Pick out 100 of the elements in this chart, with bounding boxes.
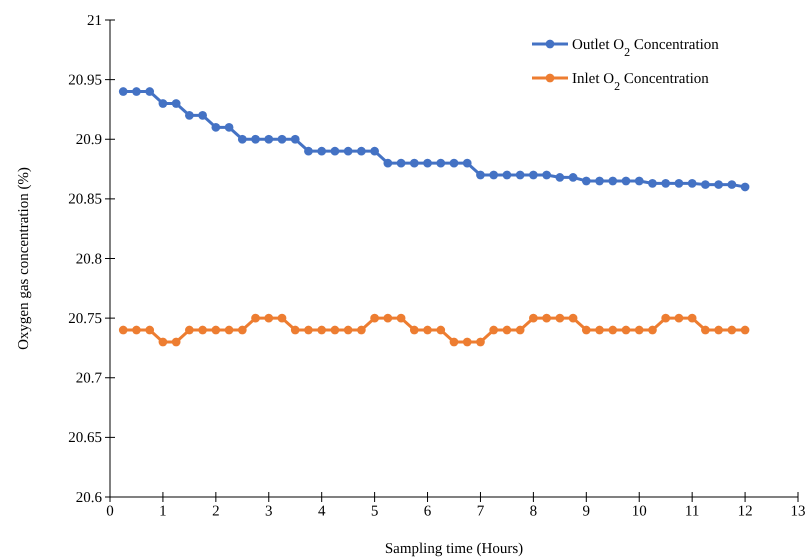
point: [595, 326, 604, 334]
point: [158, 338, 168, 346]
y-tick-label: 20.65: [68, 430, 102, 446]
point: [211, 326, 220, 334]
y-tick-label: 20.75: [68, 310, 102, 327]
point: [489, 326, 498, 334]
point: [608, 326, 618, 334]
point: [661, 179, 670, 188]
point: [622, 326, 630, 334]
point: [542, 170, 551, 180]
point: [674, 314, 684, 322]
point: [304, 146, 313, 156]
y-tick-label: 20.7: [76, 370, 102, 387]
x-tick-label: 9: [582, 504, 590, 520]
y-tick-label: 20.95: [68, 72, 102, 88]
point: [516, 170, 525, 180]
x-tick-label: 8: [530, 504, 538, 520]
point: [317, 326, 326, 334]
point: [344, 146, 353, 156]
point: [648, 326, 657, 334]
point: [529, 170, 538, 180]
point: [476, 338, 485, 346]
point: [555, 314, 564, 322]
x-tick-label: 6: [424, 504, 432, 520]
point: [211, 122, 220, 132]
point: [462, 338, 472, 346]
point: [185, 111, 194, 120]
point: [608, 176, 618, 186]
point: [542, 314, 551, 322]
y-tick-label: 20.8: [76, 251, 102, 268]
point: [462, 158, 472, 168]
point: [489, 170, 498, 180]
point: [396, 314, 406, 322]
point: [740, 326, 750, 334]
point: [278, 134, 286, 144]
point: [727, 180, 736, 189]
point: [688, 179, 697, 188]
x-tick-label: 12: [738, 504, 753, 520]
point: [516, 326, 525, 334]
point: [595, 176, 604, 186]
point: [264, 314, 274, 322]
point: [238, 134, 247, 144]
point: [582, 176, 591, 186]
x-tick-label: 4: [318, 504, 326, 520]
point: [224, 326, 234, 334]
point: [568, 314, 578, 322]
point: [423, 158, 432, 168]
point: [396, 158, 406, 168]
point: [674, 179, 684, 188]
point: [436, 158, 446, 168]
point: [648, 179, 657, 188]
y-axis-title: Oxygen gas concentration (%): [16, 167, 32, 350]
y-tick-label: 20.9: [76, 132, 102, 148]
point: [278, 314, 286, 322]
legend-label: Inlet O$_{2}$ Concentration: [572, 71, 710, 93]
x-tick-label: 10: [632, 504, 647, 520]
point: [423, 326, 432, 334]
point: [383, 314, 392, 322]
point: [264, 134, 274, 144]
y-tick-label: 20.6: [76, 490, 102, 506]
point: [344, 326, 353, 334]
y-tick-label: 20.85: [68, 192, 102, 208]
point: [688, 314, 697, 322]
point: [357, 146, 366, 156]
x-tick-label: 1: [159, 504, 167, 520]
point: [132, 87, 141, 96]
x-tick-label: 11: [684, 504, 700, 520]
point: [304, 326, 313, 334]
point: [145, 326, 154, 334]
point: [634, 326, 644, 334]
point: [476, 170, 485, 180]
point: [555, 173, 564, 182]
x-tick-label: 5: [370, 504, 378, 520]
point: [410, 158, 419, 168]
point: [450, 338, 458, 346]
point: [714, 180, 723, 189]
point: [529, 314, 538, 322]
point: [622, 176, 630, 186]
x-tick-label: 13: [790, 504, 806, 520]
x-tick-label: 3: [265, 504, 273, 520]
point: [158, 99, 168, 108]
point: [727, 326, 736, 334]
point: [740, 182, 750, 192]
x-tick-label: 0: [106, 504, 114, 520]
point: [238, 326, 247, 334]
point: [198, 326, 207, 334]
y-tick-label: 21: [87, 12, 102, 29]
point: [198, 111, 207, 120]
point: [118, 326, 128, 334]
x-tick-label: 7: [476, 504, 485, 520]
x-tick-label: 2: [212, 504, 220, 520]
point: [701, 326, 710, 334]
point: [290, 134, 300, 144]
point: [370, 146, 379, 156]
point: [317, 146, 326, 156]
point: [502, 326, 512, 334]
x-axis-title: Sampling time (Hours): [384, 541, 524, 557]
point: [290, 326, 300, 334]
point: [132, 326, 141, 334]
legend-label: Outlet O$_{2}$ Concentration: [572, 37, 720, 59]
